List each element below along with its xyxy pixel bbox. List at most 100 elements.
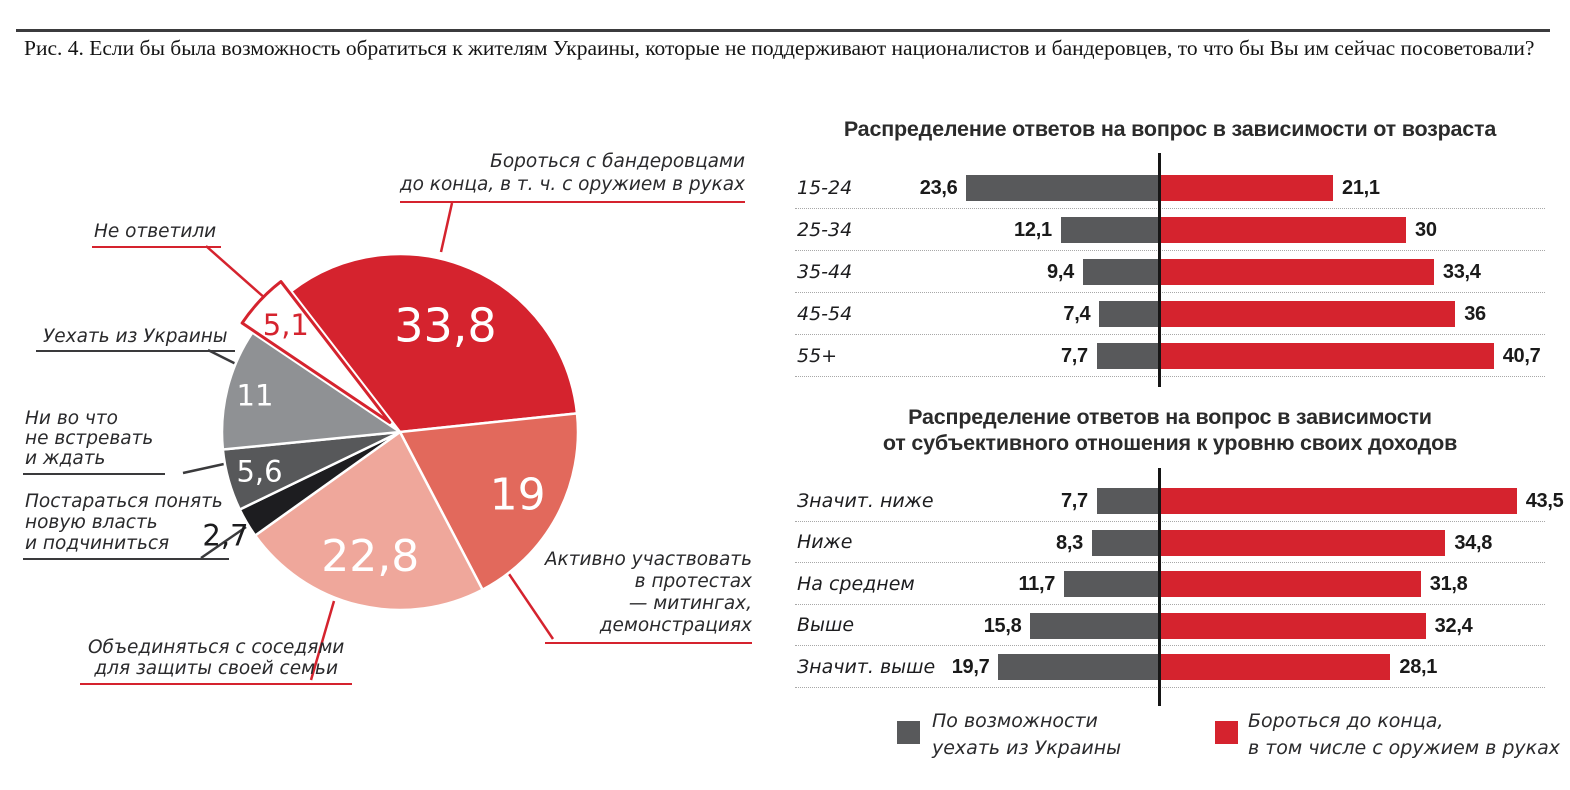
value-label-red: 34,8 bbox=[1454, 531, 1493, 554]
pie-callout-line: до конца, в т. ч. с оружием в руках bbox=[399, 174, 745, 195]
row-separator bbox=[795, 334, 1545, 335]
bar-left-gray bbox=[1064, 571, 1160, 597]
bar-left-gray bbox=[1096, 343, 1160, 369]
row-separator bbox=[795, 292, 1545, 293]
pie-label-accept-new-power: Постараться понять новую власть и подчинит… bbox=[23, 491, 229, 560]
bar-row-45-54: 45-54 7,4 36 bbox=[795, 293, 1545, 335]
pie-slice-2 bbox=[253, 430, 484, 612]
pie-callout-line: Бороться с бандеровцами bbox=[490, 151, 745, 172]
bar-left-gray bbox=[1030, 612, 1160, 639]
pie-slice-5 bbox=[220, 331, 402, 451]
leader-line-2 bbox=[207, 348, 237, 366]
pie-value-1: 19 bbox=[490, 470, 546, 521]
value-label-gray: 9,4 bbox=[1047, 261, 1074, 283]
value-label-gray: 7,4 bbox=[1063, 303, 1091, 325]
bar-right-red bbox=[1160, 217, 1406, 243]
value-label-red: 28,1 bbox=[1399, 656, 1438, 678]
bar-row-15-24: 15-24 23,6 21,1 bbox=[795, 167, 1545, 209]
bar-row-35-44: 35-44 9,4 33,4 bbox=[795, 251, 1545, 293]
value-label-gray: 23,6 bbox=[919, 177, 958, 199]
top-divider bbox=[16, 29, 1550, 32]
category-label: Значит. выше bbox=[797, 655, 936, 678]
value-label-red: 31,8 bbox=[1429, 573, 1468, 595]
row-separator bbox=[795, 520, 1545, 522]
pie-callout-line: демонстрациях bbox=[599, 615, 752, 636]
legend: По возможности уехать из Украины Боротьс… bbox=[795, 708, 1565, 772]
value-label-gray: 15,8 bbox=[983, 614, 1022, 637]
bar-left-gray bbox=[1091, 529, 1160, 556]
value-label-gray: 11,7 bbox=[1018, 573, 1056, 595]
value-label-red: 21,1 bbox=[1342, 177, 1380, 199]
chart-title-income-line1: Распределение ответов на вопрос в зависи… bbox=[908, 405, 1432, 429]
pie-value-2: 22,8 bbox=[321, 531, 419, 582]
pie-callout-line: Объединяться с соседями bbox=[88, 637, 345, 658]
pie-slice-0 bbox=[289, 252, 579, 434]
bar-left-gray bbox=[1060, 217, 1160, 243]
bar-left-gray bbox=[1099, 301, 1160, 327]
legend-label-fight: Бороться до конца, в том числе с оружием… bbox=[1248, 710, 1561, 759]
value-label-gray: 12,1 bbox=[1014, 219, 1052, 241]
value-label-gray: 8,3 bbox=[1056, 531, 1083, 554]
row-separator bbox=[795, 376, 1545, 377]
value-label-red: 43,5 bbox=[1525, 490, 1564, 512]
leader-line-0 bbox=[439, 202, 454, 253]
bar-left-gray bbox=[1096, 488, 1160, 514]
pie-callout-line: и подчиниться bbox=[25, 533, 170, 554]
leader-line-5 bbox=[309, 600, 336, 681]
pie-callout-line: для защиты своей семьи bbox=[94, 658, 338, 679]
age-distribution-chart: Распределение ответов на вопрос в зависи… bbox=[795, 116, 1545, 387]
pie-callout-line: новую власть bbox=[25, 512, 158, 533]
bar-right-red bbox=[1160, 571, 1421, 597]
bar-left-gray bbox=[998, 654, 1160, 680]
bar-right-red bbox=[1160, 301, 1456, 327]
figure-caption: Рис. 4. Если бы была возможность обратит… bbox=[24, 36, 1535, 60]
pie-label-unite-with-neighbors: Объединяться с соседями для защиты своей … bbox=[80, 637, 353, 685]
bar-right-red bbox=[1160, 259, 1434, 285]
value-label-red: 32,4 bbox=[1434, 614, 1473, 637]
legend-swatch-gray bbox=[897, 721, 920, 744]
pie-value-0: 33,8 bbox=[394, 299, 496, 353]
pie-label-protests: Активно участвовать в протестах — митингах… bbox=[544, 549, 752, 644]
pie-callout-line: Ни во что bbox=[25, 408, 118, 429]
value-label-gray: 7,7 bbox=[1060, 345, 1088, 367]
chart-title-age: Распределение ответов на вопрос в зависи… bbox=[843, 117, 1497, 141]
pie-callout-line: — митингах, bbox=[628, 593, 752, 614]
pie-value-5: 11 bbox=[237, 378, 274, 412]
category-label: 25-34 bbox=[797, 219, 853, 241]
row-separator bbox=[795, 208, 1545, 209]
pie-callout-line: в протестах bbox=[634, 571, 752, 592]
pie-slice-6 bbox=[240, 280, 392, 424]
bar-right-red bbox=[1160, 612, 1426, 639]
pie-callout-line: не встревать bbox=[25, 428, 154, 449]
pie-callout-line: и ждать bbox=[25, 448, 106, 469]
pie-label-leave-ukraine: Уехать из Украины bbox=[36, 326, 235, 352]
value-label-red: 40,7 bbox=[1502, 345, 1541, 367]
bar-right-red bbox=[1160, 343, 1494, 369]
bar-right-red bbox=[1160, 488, 1517, 514]
category-label: 55+ bbox=[797, 345, 838, 367]
pie-chart: 33,8 19 22,8 2,7 5,6 11 5,1 bbox=[182, 202, 580, 681]
row-separator bbox=[795, 603, 1545, 605]
axis-line bbox=[1158, 468, 1161, 706]
pie-slice-1 bbox=[398, 412, 580, 591]
age-chart-rows: 15-24 23,6 21,1 25-34 12,1 30 35-44 9,4 33,4 45-5… bbox=[795, 153, 1545, 387]
bar-row-Значит. выше: Значит. выше 19,7 28,1 bbox=[795, 646, 1545, 688]
chart-title-income-line2: от субъективного отношения к уровню свои… bbox=[882, 431, 1458, 455]
row-separator bbox=[795, 645, 1545, 646]
bar-right-red bbox=[1160, 175, 1334, 201]
bar-row-Ниже: Ниже 8,3 34,8 bbox=[795, 522, 1545, 563]
pie-value-6: 5,1 bbox=[263, 308, 309, 342]
bar-left-gray bbox=[966, 175, 1160, 201]
row-separator bbox=[795, 250, 1545, 251]
leader-line-1 bbox=[205, 245, 267, 300]
value-label-red: 36 bbox=[1464, 303, 1486, 325]
leader-line-4 bbox=[200, 525, 247, 560]
legend-swatch-red bbox=[1215, 721, 1238, 744]
pie-value-3: 2,7 bbox=[202, 519, 248, 553]
pie-label-fight-banderites: Бороться с бандеровцами до конца, в т. ч.… bbox=[399, 150, 745, 203]
bar-row-На среднем: На среднем 11,7 31,8 bbox=[795, 563, 1545, 605]
pie-callout-line: Не ответили bbox=[94, 221, 217, 242]
category-label: 45-54 bbox=[797, 303, 853, 325]
income-distribution-chart: Распределение ответов на вопрос в зависи… bbox=[795, 404, 1564, 706]
axis-line bbox=[1158, 153, 1161, 387]
